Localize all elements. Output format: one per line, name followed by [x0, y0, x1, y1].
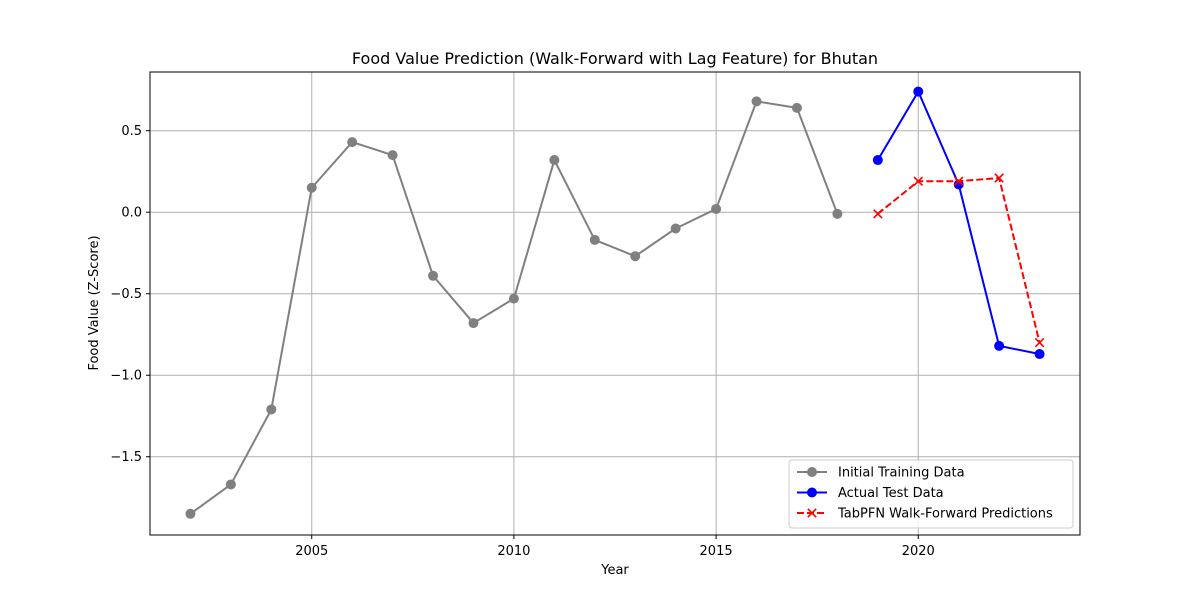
- y-tick-label: 0.5: [121, 124, 142, 139]
- legend-marker: [807, 508, 817, 518]
- data-point: [994, 340, 1005, 351]
- data-point: [953, 179, 964, 190]
- legend: Initial Training Data Actual Test Data Tab…: [788, 459, 1074, 529]
- y-tick-label: −1.0: [110, 369, 142, 384]
- legend-marker: [807, 487, 817, 498]
- data-point: [508, 293, 519, 304]
- legend-label: Initial Training Data: [838, 466, 965, 481]
- data-point: [185, 508, 196, 519]
- legend-box: [788, 459, 1074, 529]
- data-point: [1034, 349, 1045, 360]
- data-point: [751, 96, 762, 107]
- data-point: [872, 155, 883, 166]
- chart-title: Food Value Prediction (Walk-Forward with…: [352, 49, 878, 68]
- x-tick-label: 2020: [902, 544, 935, 559]
- y-axis-label: Food Value (Z-Score): [87, 235, 102, 370]
- plot-frame: [149, 71, 1081, 536]
- data-point: [913, 86, 924, 97]
- data-point: [630, 251, 641, 262]
- legend-label: Actual Test Data: [838, 486, 944, 501]
- data-point: [711, 203, 722, 214]
- y-tick-label: −0.5: [110, 287, 142, 302]
- data-point: [791, 102, 802, 113]
- data-point: [832, 208, 843, 219]
- data-point: [994, 173, 1004, 183]
- data-point: [225, 479, 236, 490]
- data-point: [549, 155, 560, 166]
- legend-item: Actual Test Data: [797, 486, 944, 501]
- data-point: [873, 209, 883, 219]
- series-2: [872, 86, 1045, 360]
- legend-marker: [807, 467, 817, 477]
- data-point: [953, 176, 964, 186]
- data-point: [387, 150, 398, 161]
- x-tick-label: 2015: [700, 544, 733, 559]
- x-tick-label: 2005: [295, 544, 328, 559]
- x-tick-label: 2010: [497, 544, 530, 559]
- data-point: [428, 270, 439, 281]
- data-point: [306, 182, 317, 193]
- series-3: [873, 173, 1045, 348]
- y-tick-label: −1.5: [110, 450, 142, 465]
- legend-item: TabPFN Walk-Forward Predictions: [797, 507, 1053, 522]
- x-axis-ticks: 2005 2010 2015 2020: [295, 535, 935, 559]
- series-1: [185, 96, 843, 519]
- data-point: [1034, 337, 1045, 348]
- data-point: [589, 234, 600, 245]
- legend-item: Initial Training Data: [797, 466, 965, 481]
- data-point: [266, 404, 277, 415]
- data-point: [347, 137, 358, 148]
- y-axis-ticks: 0.5 0.0 −0.5 −1.0 −1.5: [110, 124, 150, 465]
- data-point: [468, 318, 479, 329]
- data-point: [670, 223, 681, 234]
- legend-label: TabPFN Walk-Forward Predictions: [837, 507, 1053, 522]
- series-layer: [185, 86, 1045, 519]
- x-axis-label: Year: [600, 563, 629, 578]
- data-point: [913, 176, 924, 186]
- y-tick-label: 0.0: [121, 206, 142, 221]
